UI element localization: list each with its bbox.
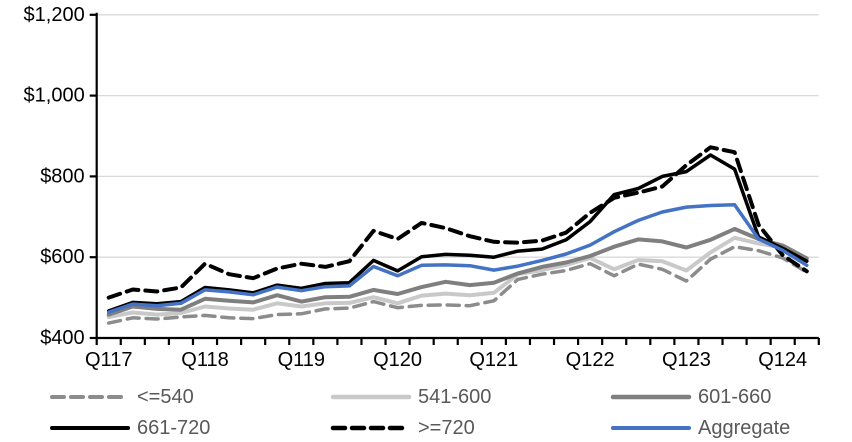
x-tick-label: Q122 <box>566 349 615 371</box>
legend-item-541-600: 541-600 <box>330 386 491 408</box>
legend-item-Aggregate: Aggregate <box>611 417 790 439</box>
legend-label: Aggregate <box>698 417 790 439</box>
y-tick-label: $600 <box>40 246 85 268</box>
y-gridlines <box>96 14 819 258</box>
series-line-541-600 <box>106 235 809 319</box>
series-line-<=540 <box>106 244 809 325</box>
legend-item-601-660: 601-660 <box>610 386 771 408</box>
x-axis: Q117 Q118 Q119 Q120 Q121 Q122 Q123 Q124 <box>85 336 820 371</box>
y-tick-label: $400 <box>40 327 85 349</box>
legend-label: >=720 <box>418 417 475 439</box>
x-tick-label: Q117 <box>85 349 132 371</box>
legend-item-<=540: <=540 <box>50 386 194 408</box>
x-tick-label: Q118 <box>181 349 228 371</box>
legend-item->=720: >=720 <box>330 417 475 439</box>
y-axis: $400 $600 $800 $1,000 $1,200 <box>24 4 98 349</box>
legend-label: 601-660 <box>698 386 771 408</box>
legend-item-661-720: 661-720 <box>50 417 210 439</box>
y-tick-label: $800 <box>40 165 85 187</box>
y-tick-label: $1,200 <box>24 4 85 26</box>
series-line-Aggregate <box>106 202 809 314</box>
legend: <=540 541-600 601-660 661-720 >=720 Aggregate <box>50 386 790 439</box>
x-tick-label: Q119 <box>278 349 325 371</box>
legend-label: <=540 <box>137 386 194 408</box>
series-line-661-720 <box>106 153 809 313</box>
x-tick-label: Q121 <box>469 349 518 371</box>
x-tick-label: Q124 <box>758 349 807 371</box>
series-line-601-660 <box>106 226 809 317</box>
y-tick-label: $1,000 <box>24 85 85 107</box>
legend-label: 541-600 <box>418 386 491 408</box>
x-tick-label: Q120 <box>373 349 422 371</box>
x-tick-label: Q123 <box>662 349 711 371</box>
legend-label: 661-720 <box>137 417 210 439</box>
series-line->=720 <box>106 145 809 300</box>
